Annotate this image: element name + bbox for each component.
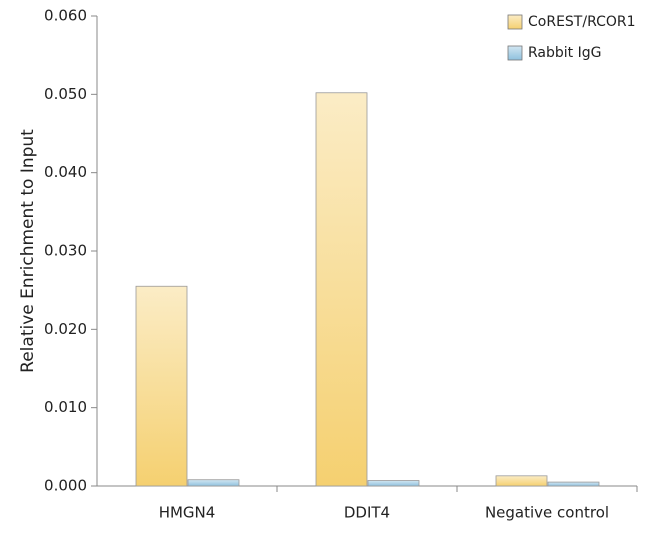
y-axis-label: Relative Enrichment to Input bbox=[18, 129, 38, 373]
bar bbox=[495, 475, 548, 487]
bar bbox=[135, 285, 188, 487]
y-tick-label: 0.030 bbox=[44, 242, 87, 260]
x-tick-label: HMGN4 bbox=[159, 504, 216, 522]
legend-label: CoREST/RCOR1 bbox=[528, 14, 636, 30]
bar bbox=[547, 481, 600, 487]
bar bbox=[187, 479, 240, 487]
legend-swatch bbox=[507, 45, 523, 61]
bar bbox=[367, 480, 420, 487]
y-tick-label: 0.010 bbox=[44, 398, 87, 416]
legend-label: Rabbit IgG bbox=[528, 45, 601, 61]
y-tick-label: 0.020 bbox=[44, 320, 87, 338]
y-tick-label: 0.000 bbox=[44, 477, 87, 495]
y-tick-label: 0.040 bbox=[44, 163, 87, 181]
x-tick-label: Negative control bbox=[485, 504, 609, 522]
x-tick-label: DDIT4 bbox=[344, 504, 390, 522]
bar bbox=[315, 92, 368, 487]
legend-swatch bbox=[507, 14, 523, 30]
y-tick-label: 0.050 bbox=[44, 85, 87, 103]
y-tick-label: 0.060 bbox=[44, 7, 87, 25]
